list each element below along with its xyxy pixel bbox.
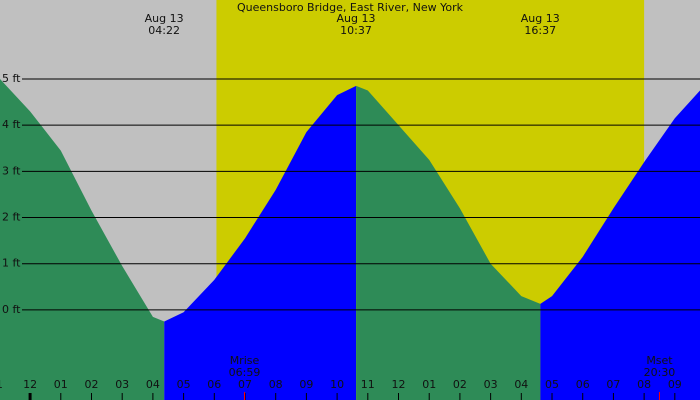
x-tick-label: 09 — [668, 378, 682, 391]
tide-area — [164, 85, 357, 400]
x-tick-label: 10 — [330, 378, 344, 391]
x-tick-label: 07 — [606, 378, 620, 391]
x-tick-label: 02 — [84, 378, 98, 391]
y-tick-label: 0 ft — [2, 303, 21, 316]
tide-area — [356, 85, 541, 400]
extreme-date: Aug 13 — [145, 12, 184, 25]
x-tick-label: 03 — [484, 378, 498, 391]
x-tick-label: 05 — [545, 378, 559, 391]
x-tick-label: 06 — [576, 378, 590, 391]
x-tick-label: 12 — [23, 378, 37, 391]
x-tick-label: 09 — [299, 378, 313, 391]
tide-area — [540, 90, 700, 400]
y-tick-label: 1 ft — [2, 257, 21, 270]
x-tick-label: 01 — [54, 378, 68, 391]
x-tick-label: 11 — [361, 378, 375, 391]
extreme-time: 04:22 — [148, 24, 180, 37]
x-tick-label: 04 — [514, 378, 528, 391]
x-tick-label: 02 — [453, 378, 467, 391]
y-tick-label: 2 ft — [2, 211, 21, 224]
x-tick-label: 1 — [0, 378, 3, 391]
x-tick-label: 04 — [146, 378, 160, 391]
x-tick-label: 07 — [238, 378, 252, 391]
x-tick-label: 05 — [177, 378, 191, 391]
x-tick-label: 12 — [392, 378, 406, 391]
extreme-date: Aug 13 — [337, 12, 376, 25]
moon-label: Mset — [646, 354, 673, 367]
y-tick-label: 4 ft — [2, 118, 21, 131]
moon-time: 20:30 — [644, 366, 676, 379]
x-tick-label: 06 — [207, 378, 221, 391]
extreme-date: Aug 13 — [521, 12, 560, 25]
moon-label: Mrise — [230, 354, 260, 367]
moon-time: 06:59 — [229, 366, 261, 379]
chart-title: Queensboro Bridge, East River, New York — [237, 1, 464, 14]
y-tick-label: 3 ft — [2, 164, 21, 177]
extreme-time: 16:37 — [524, 24, 556, 37]
tide-area — [0, 78, 165, 400]
y-tick-label: 5 ft — [2, 72, 21, 85]
x-tick-label: 03 — [115, 378, 129, 391]
extreme-time: 10:37 — [340, 24, 372, 37]
x-tick-label: 01 — [422, 378, 436, 391]
x-tick-label: 08 — [637, 378, 651, 391]
x-tick-label: 08 — [269, 378, 283, 391]
